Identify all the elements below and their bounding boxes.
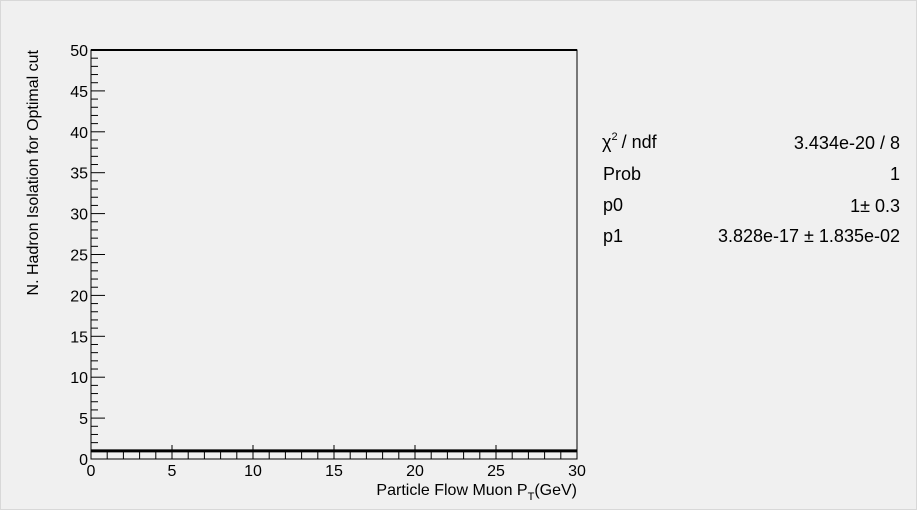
y-tick-label: 45 bbox=[70, 84, 88, 101]
chi-exponent: 2 bbox=[611, 131, 617, 143]
x-axis-title-main: Particle Flow Muon P bbox=[376, 482, 527, 499]
x-axis-title-unit: (GeV) bbox=[534, 482, 577, 499]
y-axis-ticks bbox=[91, 49, 105, 460]
x-tick-label: 5 bbox=[168, 463, 177, 480]
stats-prob-label: Prob bbox=[603, 164, 641, 184]
x-tick-label: 0 bbox=[87, 463, 96, 480]
stats-chi2-label: χ2 / ndf bbox=[602, 131, 658, 152]
x-tick-label: 10 bbox=[244, 463, 262, 480]
y-tick-label: 25 bbox=[70, 248, 88, 265]
stats-p1-value: 3.828e-17 ± 1.835e-02 bbox=[718, 226, 900, 246]
y-axis-tick-labels: 0 5 10 15 20 25 30 35 40 45 50 bbox=[70, 43, 88, 469]
stats-p0-label: p0 bbox=[603, 195, 623, 215]
y-tick-label: 10 bbox=[70, 370, 88, 387]
x-tick-label: 15 bbox=[325, 463, 343, 480]
stats-p1-label: p1 bbox=[603, 226, 623, 246]
y-tick-label: 40 bbox=[70, 125, 88, 142]
x-axis-tick-labels: 0 5 10 15 20 25 30 bbox=[87, 463, 586, 480]
chi-ndf-label: / ndf bbox=[622, 132, 658, 152]
y-tick-label: 35 bbox=[70, 166, 88, 183]
x-tick-label: 25 bbox=[487, 463, 505, 480]
x-tick-label: 20 bbox=[406, 463, 424, 480]
y-tick-label: 0 bbox=[79, 452, 88, 469]
stats-p0-value: 1± 0.3 bbox=[850, 196, 900, 216]
x-tick-label: 30 bbox=[568, 463, 586, 480]
x-axis-title: Particle Flow Muon PT(GeV) bbox=[376, 482, 577, 503]
y-tick-label: 50 bbox=[70, 43, 88, 60]
x-axis-title-subscript: T bbox=[528, 491, 535, 503]
stats-chi2-value: 3.434e-20 / 8 bbox=[794, 133, 900, 153]
y-tick-label: 20 bbox=[70, 288, 88, 305]
y-axis-title: N. Hadron Isolation for Optimal cut bbox=[25, 49, 42, 295]
stats-prob-value: 1 bbox=[890, 164, 900, 184]
y-tick-label: 15 bbox=[70, 329, 88, 346]
chi-symbol: χ bbox=[602, 132, 612, 152]
y-tick-label: 30 bbox=[70, 207, 88, 224]
stats-box: χ2 / ndf 3.434e-20 / 8 Prob 1 p0 1± 0.3 p… bbox=[602, 131, 900, 246]
y-tick-label: 5 bbox=[79, 411, 88, 428]
